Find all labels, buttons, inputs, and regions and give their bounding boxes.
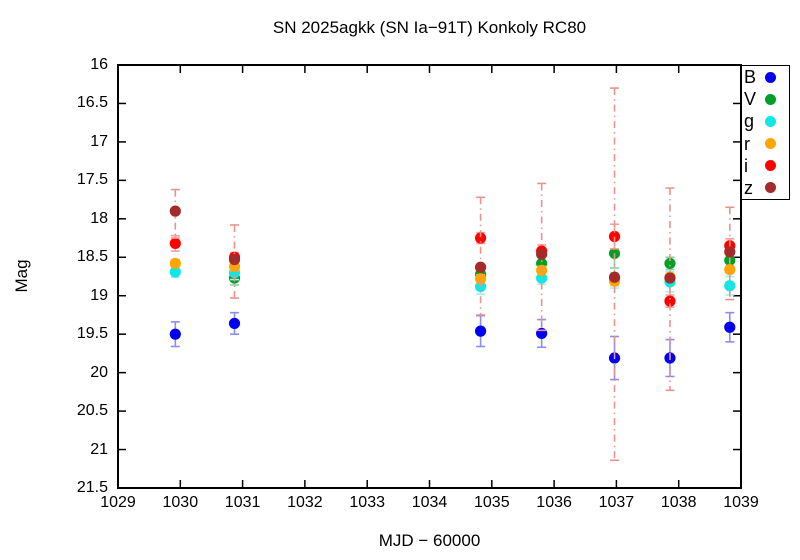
data-point-i [474,232,487,244]
y-tick-label: 16.5 [76,94,108,112]
x-tick-label: 1035 [474,494,510,511]
data-point-i [664,295,676,307]
plot-border [117,64,742,489]
data-point-B [536,327,548,340]
legend-item-i: i [742,157,789,175]
data-point-z [608,271,621,283]
legend-color-dot-g [765,115,776,127]
y-tick-label: 18.5 [76,248,108,266]
x-tick-label: 1030 [162,494,199,511]
data-point-z [724,246,736,258]
legend-label-g: g [744,111,755,132]
y-tick-label: 20.5 [76,402,108,420]
data-point-i [608,230,621,243]
data-point-i [169,237,181,250]
legend-label-r: r [744,133,750,154]
data-point-B [228,317,241,330]
legend-item-z: z [742,179,789,197]
x-tick-label: 1032 [287,494,323,511]
y-tick-label: 20 [90,363,108,381]
data-point-z [474,261,487,273]
x-tick-label: 1036 [536,494,572,511]
x-tick-label: 1031 [224,494,261,511]
legend-label-V: V [744,89,757,110]
legend-item-V: V [742,90,789,108]
legend-label-i: i [744,155,748,176]
legend-color-dot-r [765,138,776,150]
x-tick-label: 1039 [723,494,759,511]
x-tick-label: 1034 [411,494,448,511]
data-point-g [169,266,181,278]
y-tick-label: 19.5 [76,325,108,343]
data-point-z [228,253,241,266]
x-tick-label: 1029 [100,494,136,511]
legend-color-dot-B [765,71,776,83]
data-point-z [169,205,181,217]
y-tick-label: 19 [90,286,108,304]
legend-item-B: B [742,68,789,86]
legend-color-dot-i [765,160,776,172]
legend-item-g: g [742,112,789,130]
x-tick-label: 1037 [598,494,635,511]
data-point-B [474,325,487,337]
y-tick-label: 21.5 [76,479,108,496]
legend-color-dot-z [765,182,776,194]
legend-label-z: z [744,177,753,198]
y-tick-label: 21 [90,440,108,458]
x-tick-label: 1038 [660,494,697,511]
y-tick-label: 17.5 [76,171,108,189]
data-point-r [724,263,736,276]
data-point-B [169,328,181,340]
y-tick-label: 17 [90,132,108,150]
data-point-z [664,272,676,284]
legend-item-r: r [742,135,789,153]
data-point-r [169,257,181,270]
legend-color-dot-V [765,93,776,105]
y-axis-label: Mag [12,259,31,293]
x-axis-label: MJD − 60000 [378,531,481,550]
y-tick-label: 16 [90,56,108,73]
legend-label-B: B [744,67,757,88]
y-tick-label: 18 [90,209,108,227]
data-point-r [474,273,487,285]
data-point-V [664,257,676,270]
data-point-B [724,321,736,333]
data-point-z [536,248,548,260]
x-tick-label: 1033 [349,494,385,511]
chart-title: SN 2025agkk (SN Ia−91T) Konkoly RC80 [272,18,587,37]
